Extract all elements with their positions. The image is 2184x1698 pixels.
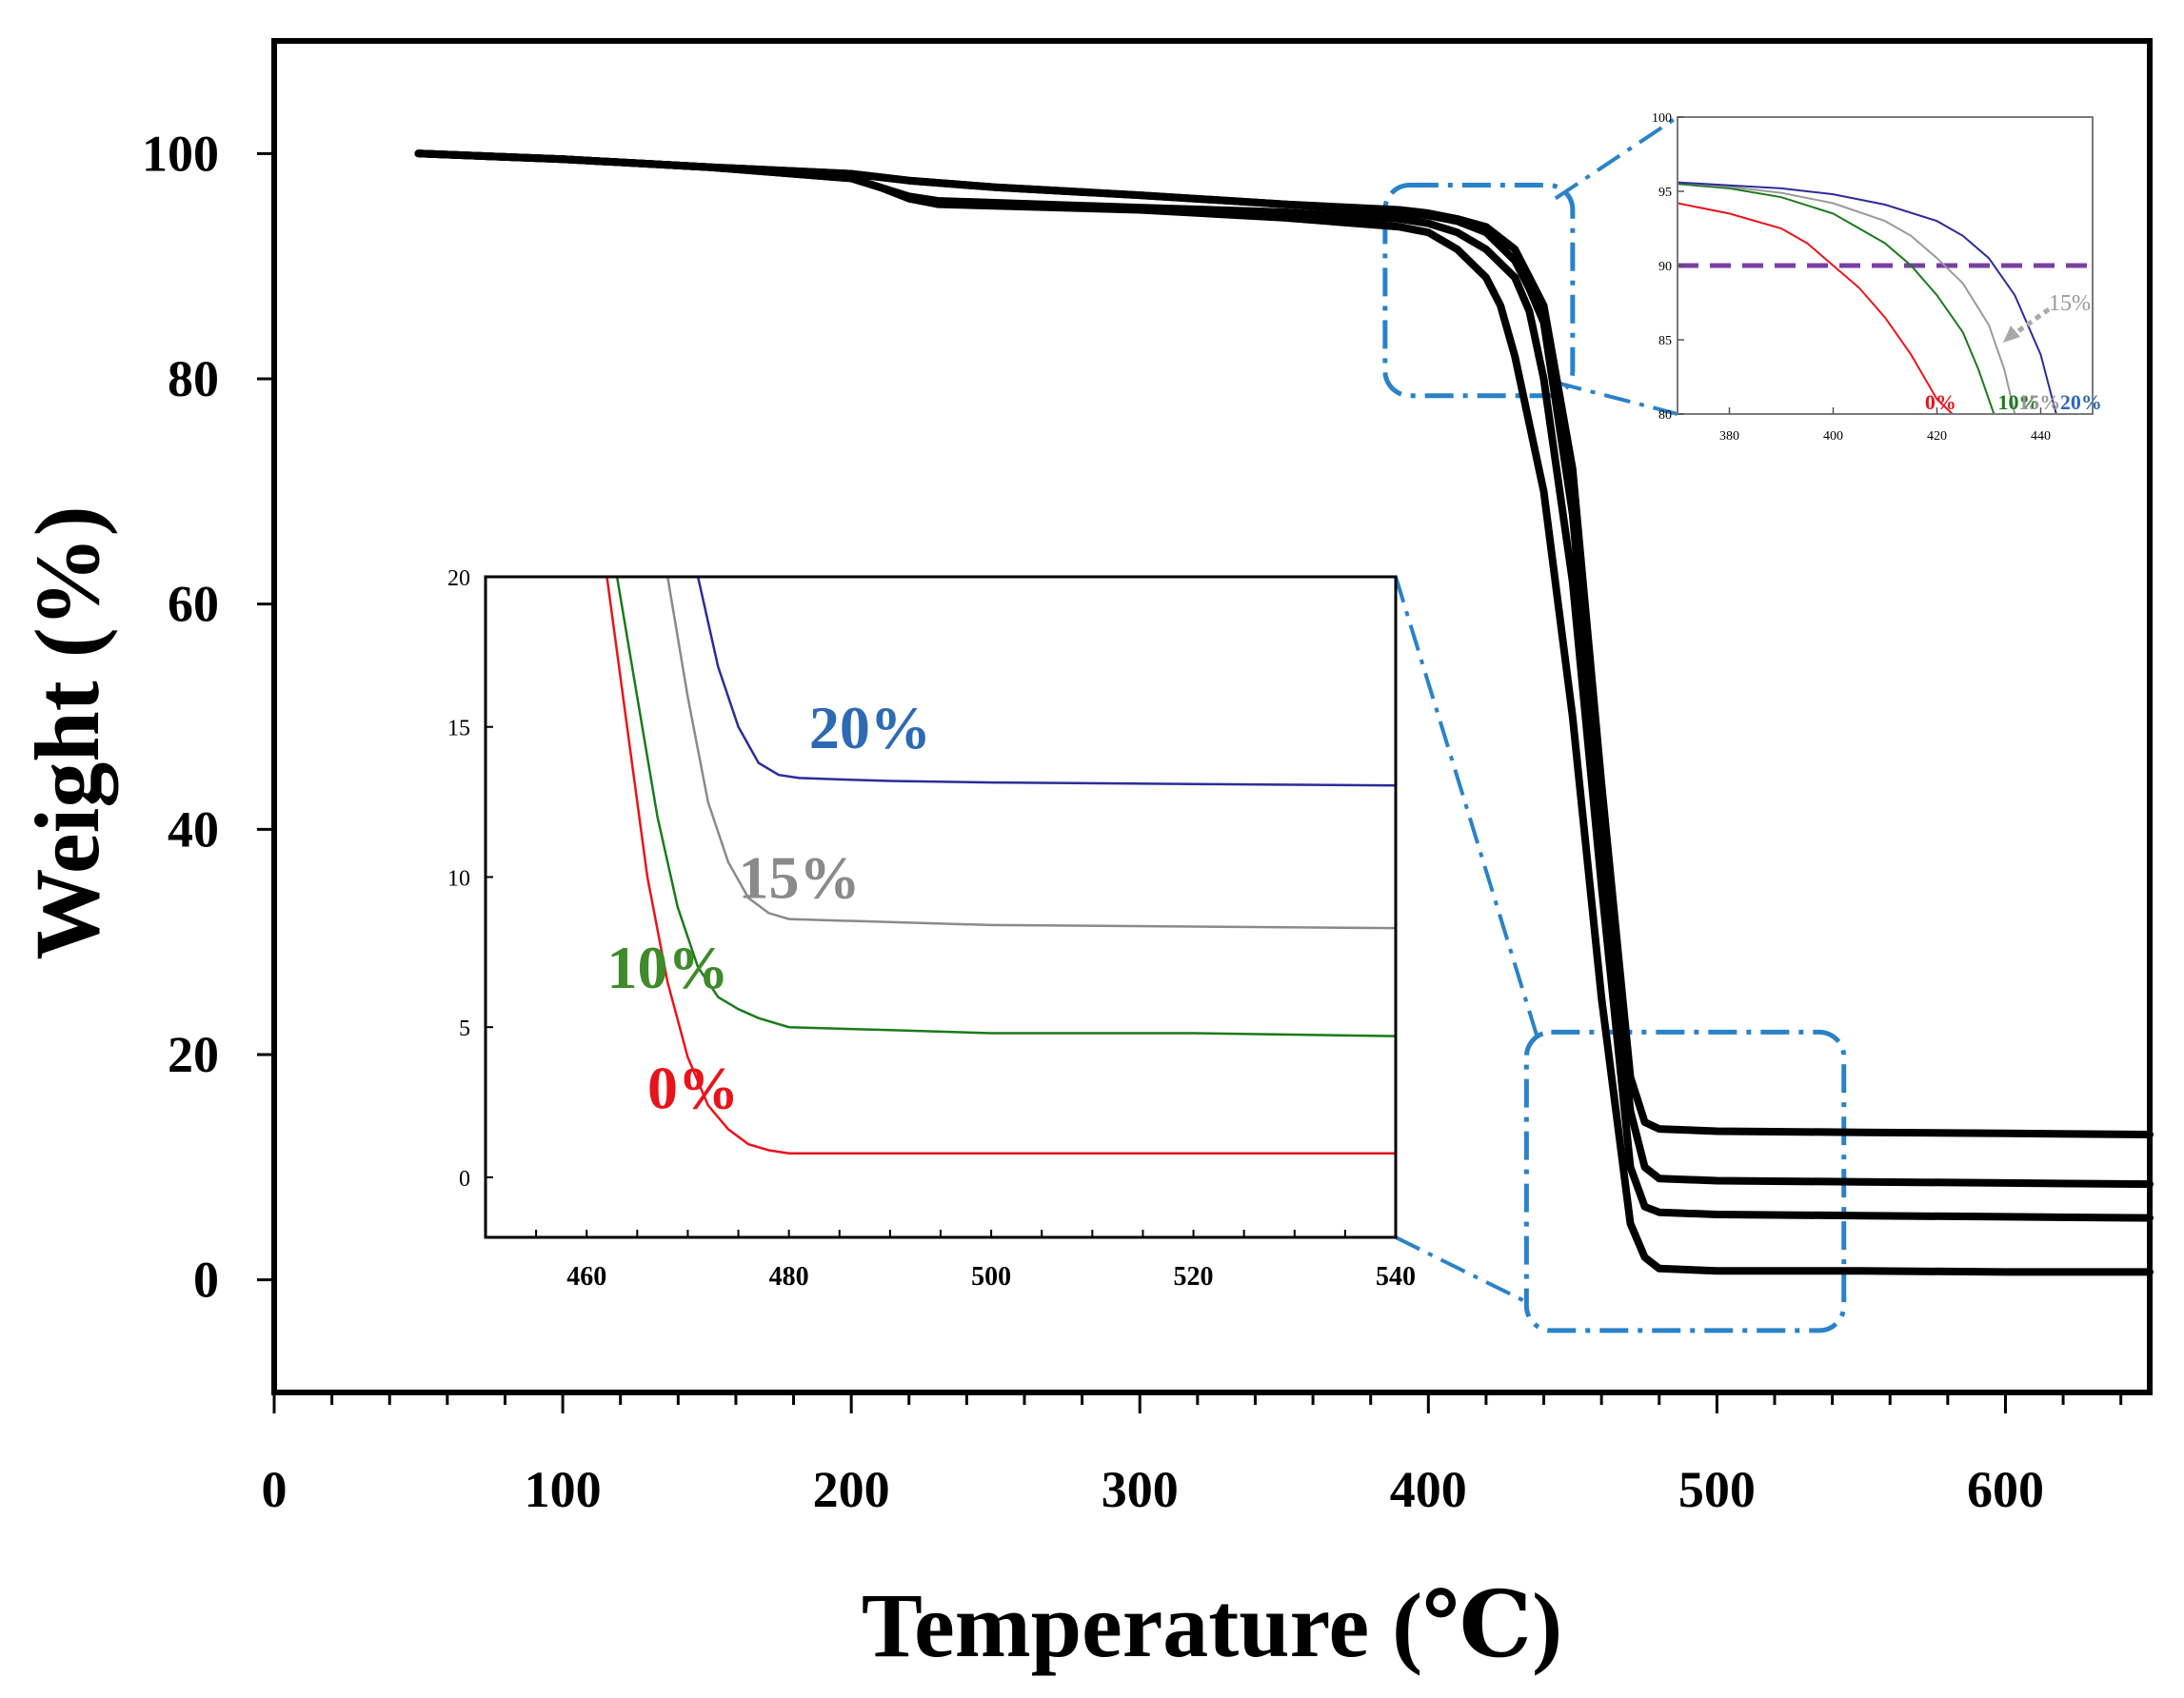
x-tick-label: 300 [1102, 1461, 1179, 1518]
inset-bottom-label-20pct: 20% [809, 694, 931, 761]
inset-bottom-series-20pct [696, 576, 1397, 787]
main-series-group [414, 149, 2154, 1276]
x-tick-label: 0 [262, 1461, 288, 1518]
inset-top-series-20pct [1677, 181, 2057, 415]
lower-connector-top [1394, 576, 1542, 1046]
inset-bottom-series-0pct [606, 576, 1396, 1155]
inset-top-y-tick-label: 80 [1658, 408, 1672, 423]
inset-bottom-label-15pct: 15% [739, 844, 861, 912]
inset-bottom-label-0pct: 0% [647, 1054, 739, 1121]
y-tick-label: 20 [168, 1026, 219, 1083]
inset-top-y-tick-label: 100 [1652, 111, 1672, 126]
main-y-axis: 0 20 40 60 80 100 [142, 125, 274, 1309]
inset-top-labels: 0% 10%15% 20% [1925, 390, 2102, 414]
inset-bottom-background [486, 577, 1396, 1237]
inset-top-series-group [1677, 181, 2057, 415]
inset-top-label-15pct: 15% [2018, 390, 2060, 414]
inset-top-series-15pct [1677, 181, 2016, 415]
y-tick-label: 100 [142, 125, 219, 182]
inset-bottom-x-tick-label: 480 [769, 1262, 809, 1292]
inset-top-y-tick-label: 90 [1658, 260, 1672, 274]
upper-connector-bottom [1555, 380, 1678, 416]
inset-top-x-tick-label: 400 [1823, 429, 1843, 444]
inset-bottom-x-tick-label: 460 [566, 1262, 606, 1292]
inset-top-label-10pct: 10% [1997, 390, 2039, 414]
inset-bottom-x-tick-label: 520 [1174, 1262, 1214, 1292]
x-tick-label: 600 [1967, 1461, 2044, 1518]
inset-top-x-tick-label: 440 [2031, 429, 2051, 444]
x-tick-label: 100 [525, 1461, 602, 1518]
y-tick-label: 80 [168, 350, 219, 407]
inset-bottom-x-tick-label: 500 [971, 1262, 1011, 1292]
lower-connector-bottom [1395, 1235, 1528, 1304]
inset-top-x-axis: 380 400 420 440 [1719, 407, 2051, 444]
inset-top-label-20pct: 20% [2060, 390, 2102, 414]
inset-bottom-series-15pct [665, 576, 1397, 930]
main-plot-frame [271, 38, 2153, 1395]
inset-top-series-10pct [1677, 183, 1995, 415]
inset-top-x-tick-label: 380 [1719, 429, 1739, 444]
inset-top-series-0pct [1677, 202, 1954, 415]
y-tick-label: 60 [168, 576, 219, 633]
x-tick-label: 400 [1390, 1461, 1467, 1518]
inset-bottom-y-tick-label: 15 [447, 717, 470, 741]
inset-top-x-tick-label: 420 [1927, 429, 1947, 444]
x-tick-label: 200 [813, 1461, 890, 1518]
inset-bottom-x-axis: 460 480 500 520 540 [485, 1230, 1416, 1292]
main-series-10pct [414, 149, 2154, 1222]
inset-bottom-label-10pct: 10% [606, 934, 728, 1001]
inset-top-arrow-head [2003, 326, 2020, 343]
inset-top-y-axis: 80 85 90 95 100 [1652, 111, 1684, 423]
y-tick-label: 0 [193, 1252, 219, 1309]
inset-top-y-tick-label: 95 [1658, 186, 1672, 200]
inset-bottom-y-tick-label: 10 [447, 866, 470, 891]
inset-bottom-series-10pct [615, 576, 1397, 1037]
upper-zoom-box [1382, 182, 1576, 399]
main-x-axis: 0 100 200 300 400 500 600 [262, 1392, 2123, 1518]
inset-top-label-0pct: 0% [1925, 390, 1956, 414]
inset-bottom-series-group [606, 576, 1397, 1155]
inset-bottom-x-tick-label: 540 [1376, 1262, 1416, 1292]
x-tick-label: 500 [1678, 1461, 1756, 1518]
inset-bottom-y-tick-label: 0 [459, 1167, 470, 1192]
inset-bottom-chart: 0% 10%15% 20% 460 480 500 520 540 0 5 10 15 20 [447, 566, 1416, 1292]
y-tick-label: 40 [168, 800, 219, 858]
inset-bottom-y-tick-label: 5 [459, 1017, 470, 1041]
x-axis-label: Temperature (℃) [862, 1574, 1562, 1676]
inset-bottom-y-axis: 0 5 10 15 20 [447, 566, 493, 1192]
y-axis-label: Weight (%) [16, 505, 118, 959]
upper-connector-top [1554, 115, 1679, 201]
inset-bottom-labels: 0% 10%15% 20% [606, 694, 930, 1122]
inset-bottom-y-tick-label: 20 [447, 566, 470, 591]
main-series-20pct [414, 149, 2154, 1138]
inset-top-arrow-label: 15% [2049, 291, 2091, 316]
inset-top-arrow [2007, 306, 2051, 341]
inset-top-y-tick-label: 85 [1658, 334, 1672, 348]
